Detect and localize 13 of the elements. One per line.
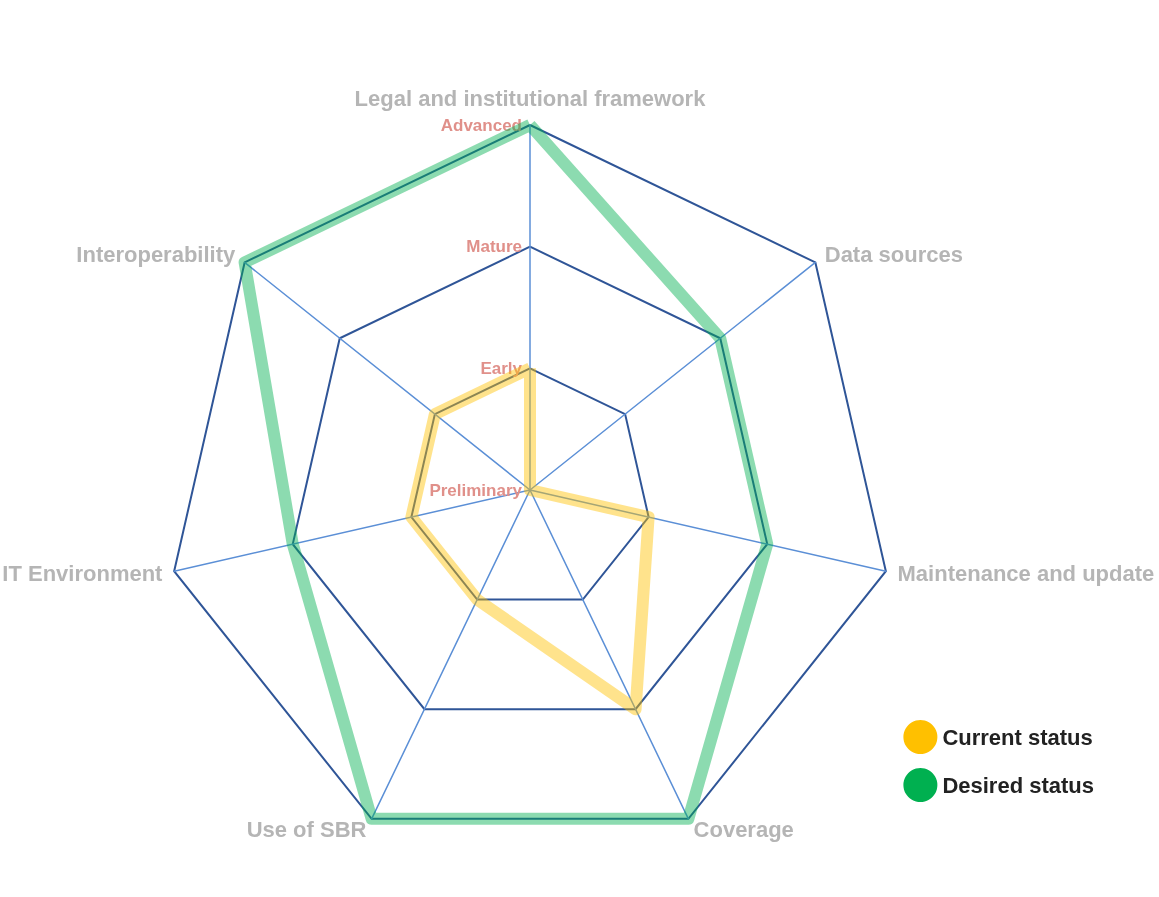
y-tick-label: Early [480,358,523,378]
spoke-label: Legal and institutional framework [354,85,707,111]
spoke-label: Maintenance and update [897,561,1155,587]
legend-label: Current status [942,724,1093,750]
spoke-label: Data sources [824,242,963,268]
spoke-label: Interoperability [76,242,237,268]
y-tick-label: Advanced [440,115,522,135]
y-tick-label: Preliminary [429,480,523,500]
spoke-label: Coverage [693,817,794,843]
y-tick-label: Mature [466,237,522,257]
legend-label: Desired status [942,772,1095,798]
spoke-label: Use of SBR [246,817,367,843]
spoke-label: IT Environment [2,561,164,587]
